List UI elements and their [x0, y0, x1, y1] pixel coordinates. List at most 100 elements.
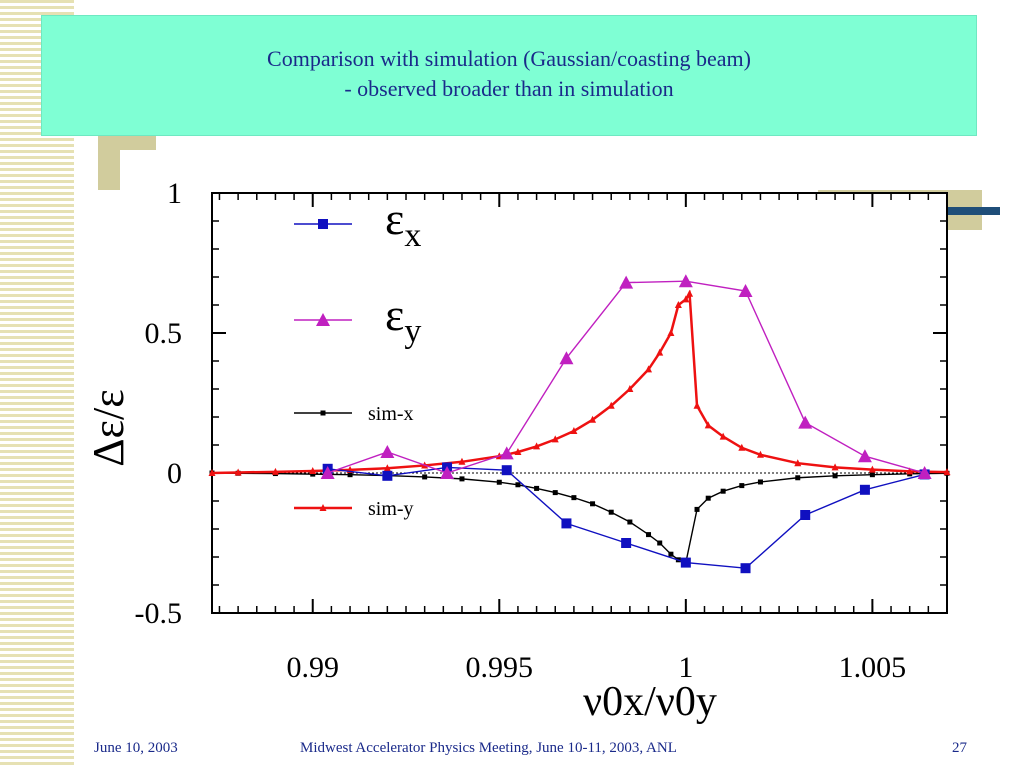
data-point — [832, 473, 838, 479]
data-point — [571, 495, 577, 501]
data-point — [740, 563, 751, 574]
data-point — [459, 476, 465, 482]
data-point — [501, 465, 512, 476]
data-point — [719, 432, 727, 440]
data-point — [627, 519, 633, 525]
data-point — [440, 466, 455, 479]
legend-marker — [318, 219, 328, 229]
data-point — [589, 415, 597, 423]
x-tick-label: 1 — [678, 651, 693, 684]
legend-label: εy — [385, 289, 421, 350]
data-point — [608, 509, 614, 515]
data-point — [496, 479, 502, 485]
data-point — [686, 289, 694, 297]
data-point — [234, 468, 242, 476]
data-point — [906, 467, 914, 475]
data-point — [674, 301, 682, 308]
data-point — [859, 484, 870, 495]
footer-meeting: Midwest Accelerator Physics Meeting, Jun… — [300, 740, 677, 756]
y-tick-label: -0.5 — [135, 597, 183, 630]
data-point — [646, 532, 652, 538]
data-point — [868, 465, 876, 473]
data-point — [607, 401, 615, 409]
data-point — [380, 445, 395, 458]
data-point — [657, 540, 663, 546]
data-point — [720, 488, 726, 494]
legend-label: sim-x — [368, 403, 414, 425]
legend-entry: sim-x — [294, 403, 414, 425]
data-point — [800, 510, 811, 520]
data-point — [552, 490, 558, 496]
data-point — [869, 472, 875, 478]
x-axis-label: ν0x/ν0y — [583, 679, 717, 725]
data-point — [310, 471, 316, 477]
data-point — [857, 449, 872, 463]
data-point — [656, 348, 664, 356]
footer-date: June 10, 2003 — [94, 740, 178, 756]
page-number: 27 — [952, 740, 967, 756]
data-point — [514, 448, 522, 455]
data-point — [208, 469, 216, 476]
data-point — [382, 470, 393, 481]
data-point — [645, 365, 653, 373]
y-tick-label: 0.5 — [145, 317, 183, 350]
data-point — [705, 495, 711, 501]
data-point — [943, 468, 951, 476]
data-point — [570, 427, 578, 434]
data-point — [694, 506, 700, 512]
data-point — [678, 274, 693, 288]
data-point — [271, 467, 279, 475]
data-point — [619, 275, 634, 289]
legend-marker — [319, 504, 327, 511]
data-point — [515, 482, 521, 488]
data-point — [551, 435, 559, 443]
decorative-corner-inner — [120, 150, 156, 190]
slide-title-line1: Comparison with simulation (Gaussian/coa… — [267, 46, 751, 71]
y-tick-label: 1 — [167, 177, 182, 210]
data-point — [798, 415, 813, 429]
legend-entry: sim-y — [294, 498, 414, 520]
data-point — [795, 475, 801, 481]
data-point — [621, 538, 632, 548]
data-point — [680, 557, 691, 568]
series-line — [211, 290, 948, 475]
data-point — [458, 457, 466, 465]
data-point — [347, 472, 353, 478]
data-point — [738, 443, 746, 451]
x-tick-label: 1.005 — [839, 651, 907, 684]
data-point — [561, 518, 572, 529]
data-point — [422, 474, 428, 480]
data-point — [682, 295, 690, 303]
data-point — [704, 421, 712, 429]
data-point — [757, 479, 763, 485]
data-point — [831, 463, 839, 471]
data-point — [383, 464, 391, 472]
legend-entry: εy — [294, 289, 421, 350]
data-point — [559, 351, 574, 365]
legend-marker — [316, 313, 330, 326]
series-y-1 — [320, 274, 932, 479]
data-point — [917, 466, 932, 479]
plot-frame — [211, 192, 948, 614]
data-point — [499, 446, 514, 460]
y-tick-label: 0 — [167, 457, 182, 490]
data-point — [738, 284, 753, 297]
data-point — [533, 442, 541, 450]
decorative-navy-bar — [940, 207, 1000, 215]
series-simy-3 — [208, 289, 951, 476]
data-point — [590, 501, 596, 507]
title-banner: Comparison with simulation (Gaussian/coa… — [42, 16, 976, 135]
data-point — [320, 466, 335, 479]
legend-entry: εx — [294, 193, 421, 254]
data-point — [626, 385, 634, 392]
data-point — [693, 401, 701, 409]
data-point — [667, 329, 675, 336]
x-tick-label: 0.99 — [286, 651, 339, 684]
legend-label: sim-y — [368, 498, 414, 520]
data-point — [534, 485, 540, 491]
data-point — [794, 459, 802, 467]
data-point — [739, 483, 745, 489]
legend-marker — [320, 410, 326, 416]
data-point — [668, 551, 674, 557]
